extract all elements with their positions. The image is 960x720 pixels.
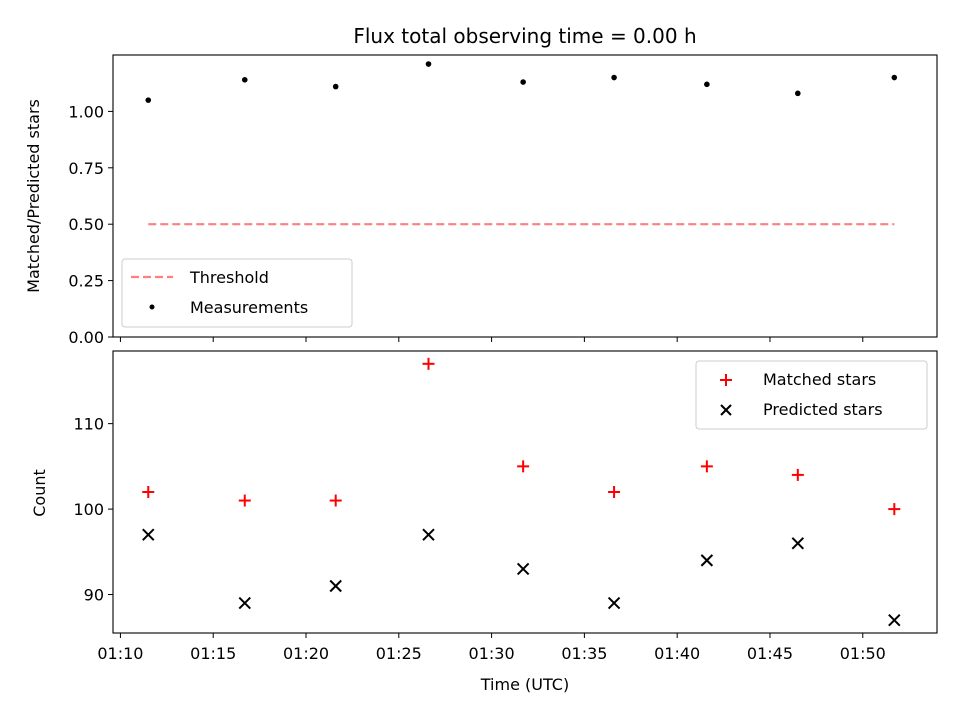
legend-predicted-swatch [720, 404, 732, 416]
xtick-label: 01:45 [747, 644, 793, 663]
measurement-point [795, 90, 801, 97]
bottom-ytick-label: 110 [73, 415, 104, 434]
predicted-stars-point [700, 554, 714, 567]
xtick-label: 01:15 [190, 644, 236, 663]
matched-stars-point [142, 486, 155, 498]
legend-matched-swatch [720, 374, 732, 386]
top-axes: 0.00 0.25 0.50 0.75 1.00 Matched/Predicted s… [24, 54, 938, 347]
predicted-stars-point [238, 596, 251, 610]
predicted-stars-point [791, 537, 805, 550]
xtick-label: 01:40 [654, 644, 700, 663]
top-ytick-label: 0.25 [68, 272, 104, 291]
xtick-label: 01:20 [283, 644, 329, 663]
xtick-label: 01:50 [840, 644, 886, 663]
matched-stars-point [517, 460, 530, 473]
matched-stars-point [888, 503, 901, 516]
matched-stars-point [329, 494, 342, 507]
measurement-point [611, 74, 617, 81]
predicted-stars-point [422, 528, 435, 541]
matched-stars-point [422, 357, 435, 370]
predicted-stars-point [888, 613, 901, 627]
top-legend: Threshold Measurements [121, 258, 353, 328]
top-axes-frame [112, 54, 938, 338]
x-axis-label: Time (UTC) [480, 675, 569, 694]
chart-title: Flux total observing time = 0.00 h [353, 24, 696, 48]
matched-stars-point [791, 468, 804, 481]
legend-threshold-label: Threshold [189, 268, 269, 287]
xtick-label: 01:25 [376, 644, 422, 663]
matched-stars-point [238, 494, 251, 507]
xtick-label: 01:35 [561, 644, 607, 663]
legend-predicted-label: Predicted stars [763, 400, 883, 419]
matched-stars-point [608, 486, 621, 498]
bottom-legend: Matched stars Predicted stars [695, 360, 928, 430]
bottom-y-axis-label: Count [30, 469, 49, 517]
xtick-label: 01:10 [97, 644, 143, 663]
top-y-axis-label: Matched/Predicted stars [24, 99, 43, 293]
xtick-label: 01:30 [469, 644, 515, 663]
predicted-stars-point [607, 596, 621, 610]
bottom-legend-box [695, 360, 928, 430]
measurement-point [241, 77, 248, 83]
bottom-ytick-label: 90 [84, 586, 104, 605]
predicted-stars-point [329, 579, 342, 593]
measurement-point [891, 74, 898, 81]
legend-matched-label: Matched stars [763, 370, 876, 389]
bottom-axes-frame [112, 350, 938, 634]
legend-measurements-swatch [149, 304, 155, 310]
top-ytick-label: 0.50 [68, 215, 104, 234]
predicted-stars-point [516, 562, 530, 576]
matched-stars-point [700, 460, 713, 473]
predicted-stars-point [142, 528, 155, 541]
top-ytick-label: 1.00 [68, 102, 104, 121]
bottom-ytick-label: 100 [73, 500, 104, 519]
measurement-point [332, 83, 339, 90]
top-legend-box [121, 258, 353, 328]
top-ytick-label: 0.75 [68, 159, 104, 178]
measurement-point [704, 81, 710, 88]
measurement-point [520, 79, 526, 85]
measurement-point [425, 61, 432, 67]
measurement-point [145, 97, 152, 103]
bottom-axes: 90 100 110 01:10 01:15 01:20 01:25 01:30 01:35 01… [30, 350, 938, 694]
legend-measurements-label: Measurements [190, 298, 308, 317]
top-ytick-label: 0.00 [68, 328, 104, 347]
